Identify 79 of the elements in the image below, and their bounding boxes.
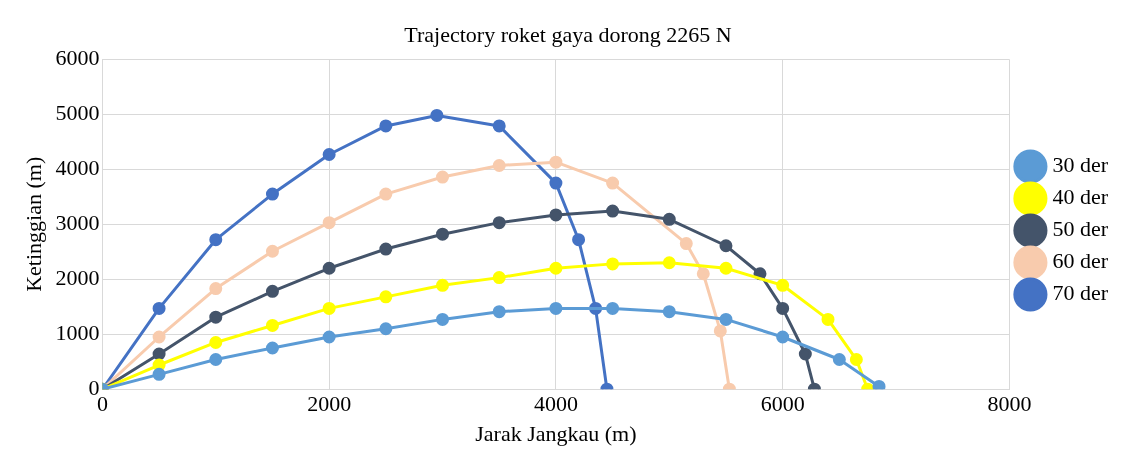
- point: [209, 233, 223, 247]
- point: [322, 216, 336, 230]
- point: [492, 119, 506, 133]
- point: [379, 322, 393, 336]
- point: [776, 278, 790, 292]
- point: [549, 155, 563, 169]
- y-axis-title: Ketinggian (m): [20, 156, 46, 292]
- point: [719, 239, 733, 253]
- point: [872, 379, 886, 390]
- point: [209, 282, 223, 296]
- point: [152, 347, 166, 361]
- point: [719, 312, 733, 326]
- point: [606, 257, 620, 271]
- point: [776, 330, 790, 344]
- chart-title: Trajectory roket gaya dorong 2265 N: [404, 21, 732, 47]
- point: [713, 324, 727, 338]
- point: [265, 318, 279, 332]
- point: [549, 208, 563, 222]
- point: [209, 353, 223, 367]
- legend-label: 50 der: [1052, 216, 1109, 242]
- y-tick-label: 4000: [55, 155, 100, 181]
- x-tick-label: 6000: [760, 391, 805, 417]
- point: [152, 301, 166, 315]
- point: [265, 187, 279, 201]
- point: [436, 278, 450, 292]
- point: [430, 108, 444, 122]
- point: [436, 312, 450, 326]
- y-tick-label: 6000: [55, 45, 100, 71]
- legend-label: 70 der: [1052, 280, 1109, 306]
- point: [436, 227, 450, 241]
- point: [662, 305, 676, 319]
- x-tick-label: 4000: [533, 391, 578, 417]
- point: [832, 353, 846, 367]
- point: [798, 347, 812, 361]
- point: [606, 176, 620, 190]
- point: [549, 261, 563, 275]
- legend-label: 60 der: [1052, 248, 1109, 274]
- point: [152, 330, 166, 344]
- point: [606, 301, 620, 315]
- legend-label: 40 der: [1052, 184, 1109, 210]
- point: [379, 187, 393, 201]
- point: [379, 242, 393, 256]
- point: [152, 367, 166, 381]
- point: [679, 237, 693, 251]
- y-tick-label: 5000: [55, 100, 100, 126]
- x-tick-label: 8000: [987, 391, 1032, 417]
- point: [492, 305, 506, 319]
- point: [492, 216, 506, 230]
- point: [322, 261, 336, 275]
- point: [209, 310, 223, 324]
- point: [265, 244, 279, 258]
- point: [379, 290, 393, 304]
- point: [662, 256, 676, 270]
- x-tick-label: 2000: [307, 391, 352, 417]
- point: [849, 353, 863, 367]
- point: [492, 271, 506, 285]
- point: [606, 204, 620, 218]
- point: [492, 158, 506, 172]
- point: [549, 301, 563, 315]
- point: [696, 267, 710, 281]
- point: [379, 119, 393, 133]
- y-tick-label: 3000: [55, 210, 100, 236]
- point: [322, 147, 336, 161]
- point: [549, 176, 563, 190]
- point: [322, 330, 336, 344]
- point: [572, 233, 586, 247]
- point: [436, 170, 450, 184]
- point: [265, 284, 279, 298]
- point: [209, 335, 223, 349]
- legend-label: 30 der: [1052, 152, 1109, 178]
- y-tick-label: 2000: [55, 265, 100, 291]
- point: [821, 312, 835, 326]
- point: [322, 301, 336, 315]
- x-axis-title: Jarak Jangkau (m): [475, 420, 637, 446]
- y-tick-label: 1000: [55, 320, 100, 346]
- point: [719, 261, 733, 275]
- point: [265, 341, 279, 355]
- point: [776, 301, 790, 315]
- point: [662, 212, 676, 226]
